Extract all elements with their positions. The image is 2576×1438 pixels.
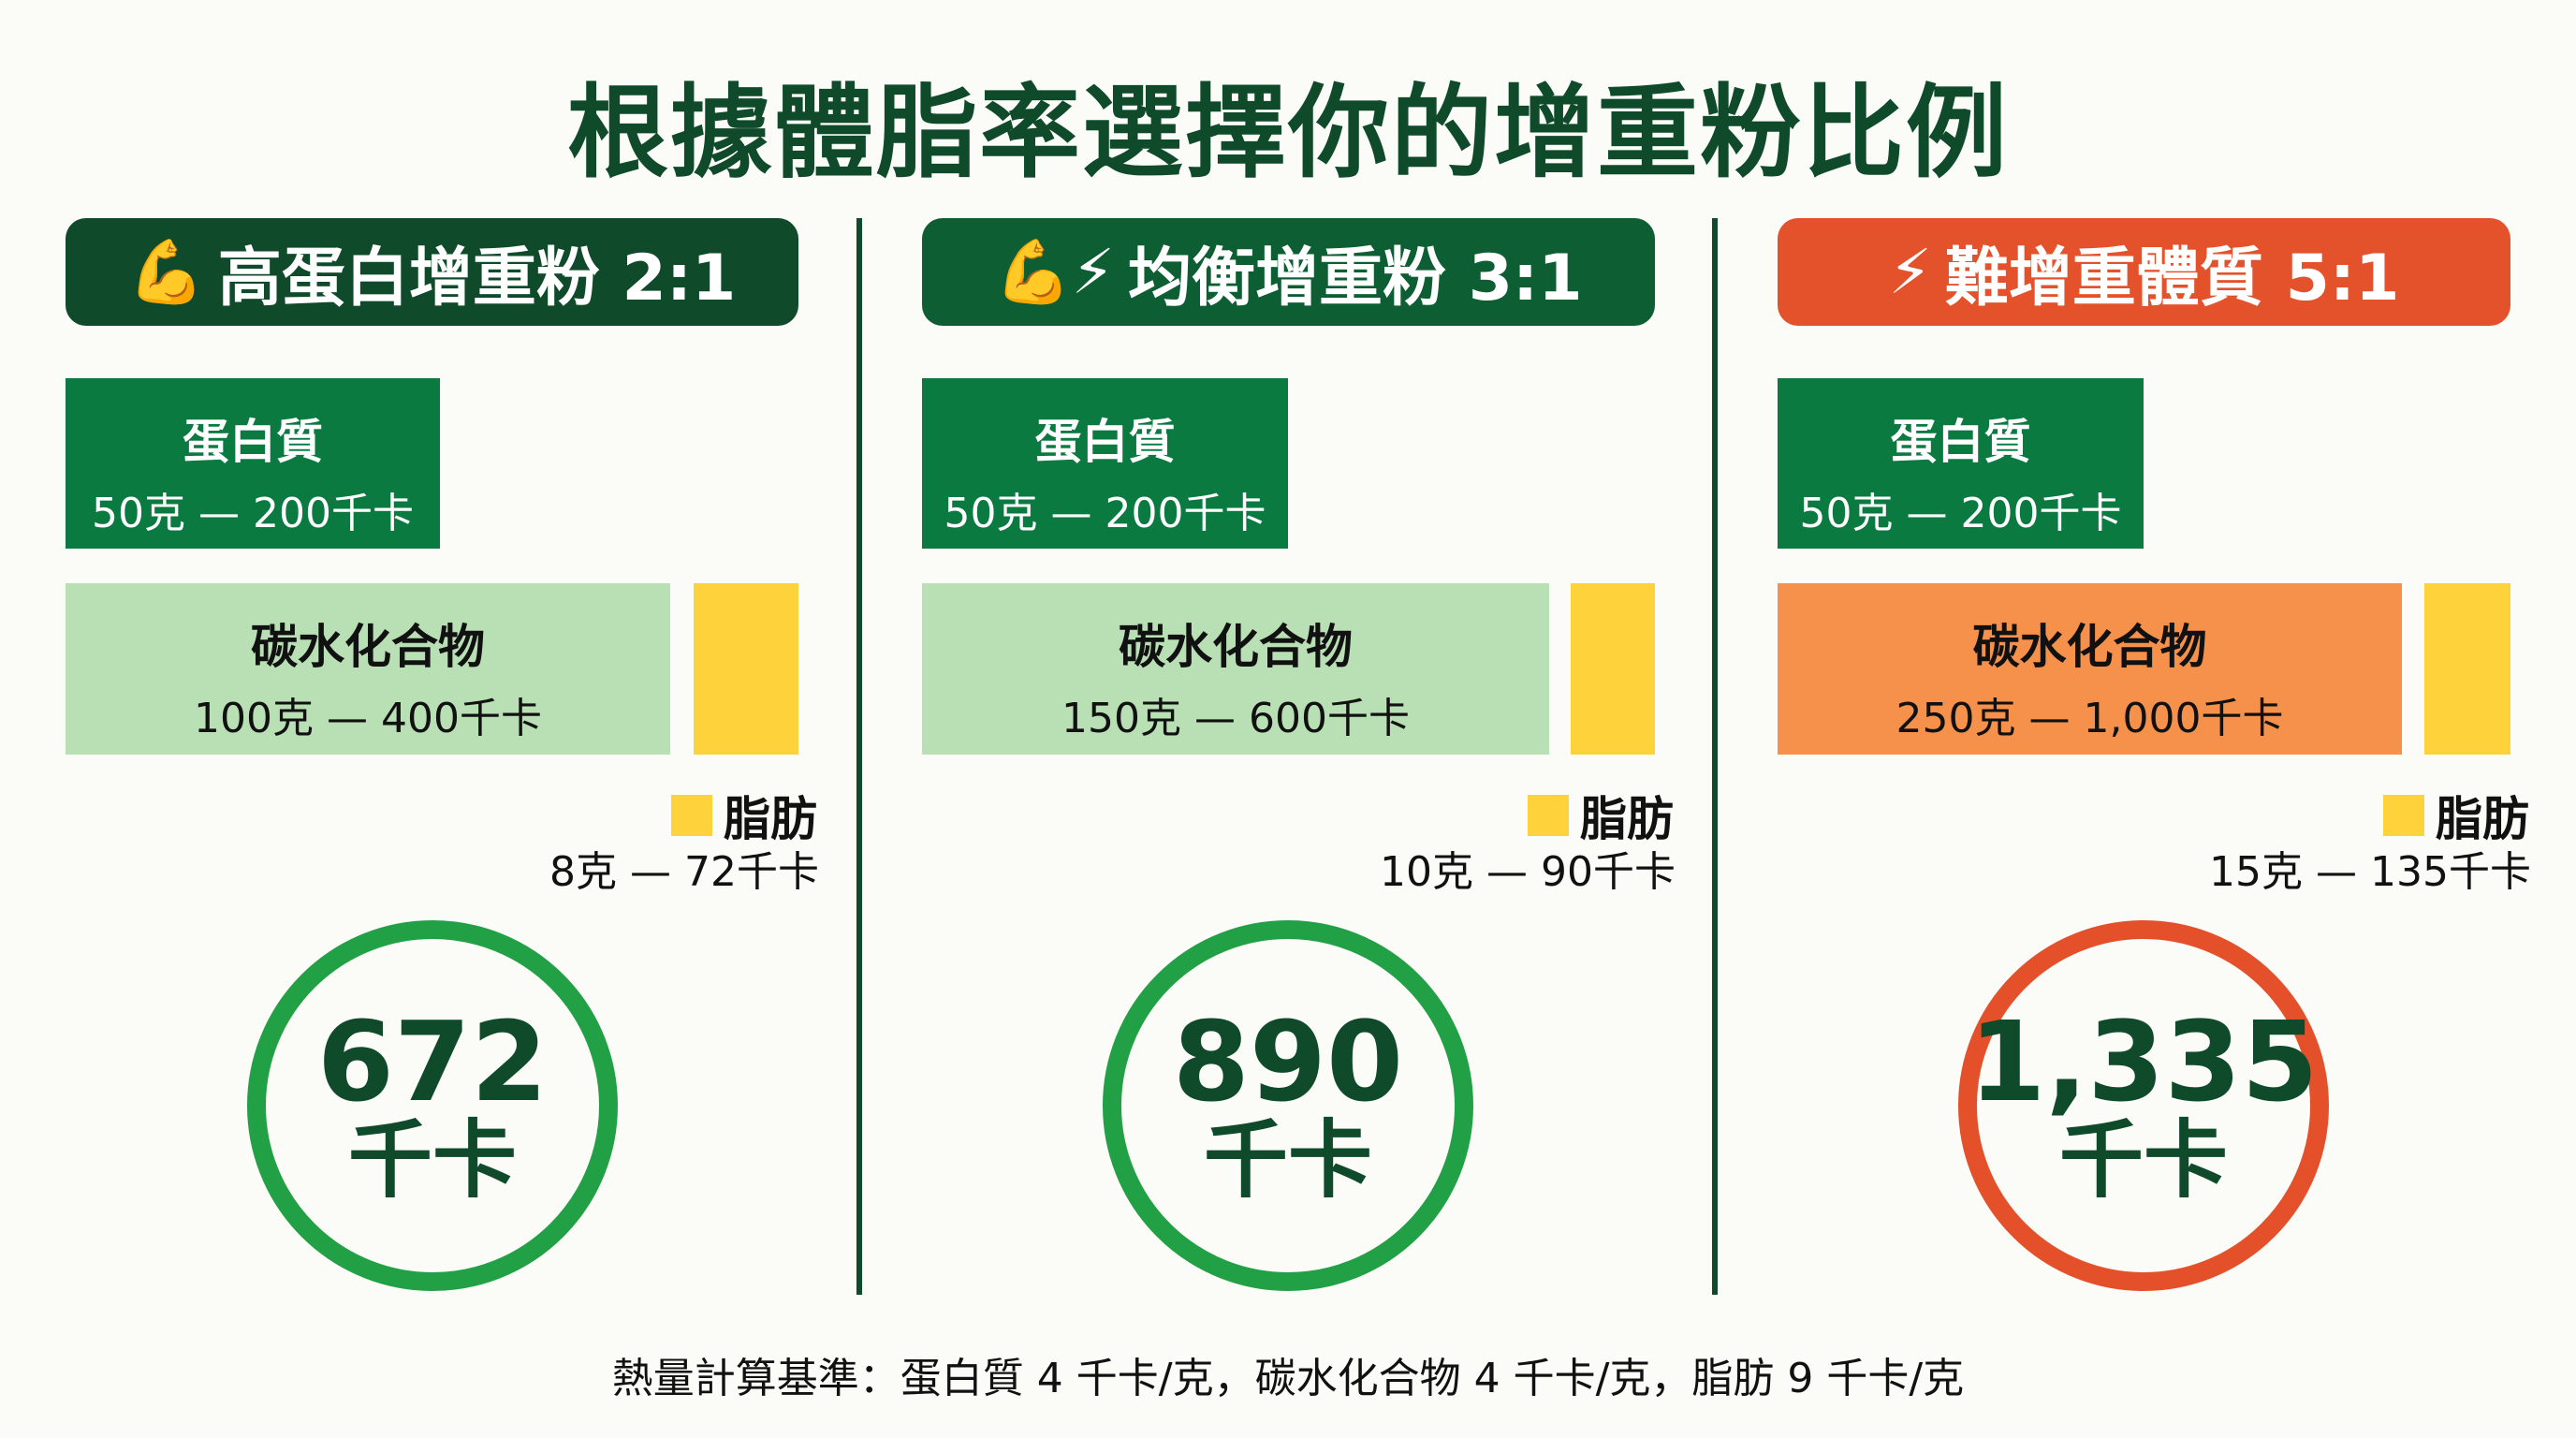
ratio-column-balanced: 💪⚡ 均衡增重粉 3:1 蛋白質 50克 — 200千卡 碳水化合物 150克 … <box>922 218 1676 1295</box>
carb-value: 150克 — 600千卡 <box>1061 695 1410 742</box>
carb-label: 碳水化合物 <box>1972 620 2207 674</box>
column-header-label: 均衡增重粉 3:1 <box>1128 242 1583 315</box>
column-header: 💪⚡ 均衡增重粉 3:1 <box>922 218 1655 326</box>
fat-legend: 脂肪 <box>671 782 817 849</box>
fat-bar <box>694 583 798 755</box>
column-divider <box>856 218 862 1295</box>
fat-swatch <box>1528 795 1569 836</box>
protein-label: 蛋白質 <box>1890 415 2031 469</box>
fat-bar <box>2424 583 2510 755</box>
fat-label: 脂肪 <box>724 792 817 846</box>
carb-label: 碳水化合物 <box>1119 620 1353 674</box>
flexed-biceps-lightning-icon: 💪⚡ <box>994 235 1116 308</box>
protein-block: 蛋白質 50克 — 200千卡 <box>66 378 440 549</box>
flexed-biceps-icon: 💪 <box>127 235 205 308</box>
fat-label: 脂肪 <box>2436 792 2529 846</box>
protein-block: 蛋白質 50克 — 200千卡 <box>922 378 1288 549</box>
protein-block: 蛋白質 50克 — 200千卡 <box>1778 378 2144 549</box>
protein-label: 蛋白質 <box>1034 415 1176 469</box>
fat-swatch <box>2383 795 2424 836</box>
page-title: 根據體脂率選擇你的增重粉比例 <box>566 75 2009 192</box>
column-header: ⚡ 難增重體質 5:1 <box>1778 218 2510 326</box>
column-header: 💪 高蛋白增重粉 2:1 <box>66 218 798 326</box>
fat-value: 10克 — 90千卡 <box>1380 848 1676 896</box>
carb-block: 碳水化合物 100克 — 400千卡 <box>66 583 670 755</box>
fat-label: 脂肪 <box>1580 792 1674 846</box>
total-number: 1,335 <box>1969 996 2319 1126</box>
total-unit: 千卡 <box>2059 1110 2228 1210</box>
total-number: 672 <box>316 996 549 1126</box>
total-unit: 千卡 <box>348 1110 517 1210</box>
total-number: 890 <box>1172 996 1404 1126</box>
total-unit: 千卡 <box>1204 1110 1372 1210</box>
fat-swatch <box>671 795 712 836</box>
carb-label: 碳水化合物 <box>251 620 485 674</box>
carb-value: 100克 — 400千卡 <box>194 695 542 742</box>
protein-value: 50克 — 200千卡 <box>944 490 1266 537</box>
fat-legend: 脂肪 <box>1528 782 1674 849</box>
carb-block: 碳水化合物 150克 — 600千卡 <box>922 583 1549 755</box>
ratio-column-high-protein: 💪 高蛋白增重粉 2:1 蛋白質 50克 — 200千卡 碳水化合物 100克 … <box>66 218 819 1295</box>
fat-legend: 脂肪 <box>2383 782 2529 849</box>
calculation-footnote: 熱量計算基準：蛋白質 4 千卡/克，碳水化合物 4 千卡/克，脂肪 9 千卡/克 <box>611 1355 1965 1402</box>
fat-bar <box>1571 583 1655 755</box>
protein-value: 50克 — 200千卡 <box>1799 490 2122 537</box>
total-calories-circle: 672 千卡 <box>247 920 618 1291</box>
protein-label: 蛋白質 <box>183 415 323 469</box>
column-header-label: 難增重體質 5:1 <box>1944 242 2400 315</box>
column-header-label: 高蛋白增重粉 2:1 <box>217 242 737 315</box>
carb-block: 碳水化合物 250克 — 1,000千卡 <box>1778 583 2402 755</box>
column-divider <box>1712 218 1718 1295</box>
protein-value: 50克 — 200千卡 <box>92 490 414 537</box>
carb-value: 250克 — 1,000千卡 <box>1895 695 2284 742</box>
total-calories-circle: 1,335 千卡 <box>1958 920 2329 1291</box>
lightning-icon: ⚡ <box>1888 236 1932 308</box>
fat-value: 15克 — 135千卡 <box>2209 848 2531 896</box>
total-calories-circle: 890 千卡 <box>1103 920 1473 1291</box>
fat-value: 8克 — 72千卡 <box>549 848 819 896</box>
ratio-column-hard-gainer: ⚡ 難增重體質 5:1 蛋白質 50克 — 200千卡 碳水化合物 250克 —… <box>1778 218 2531 1295</box>
